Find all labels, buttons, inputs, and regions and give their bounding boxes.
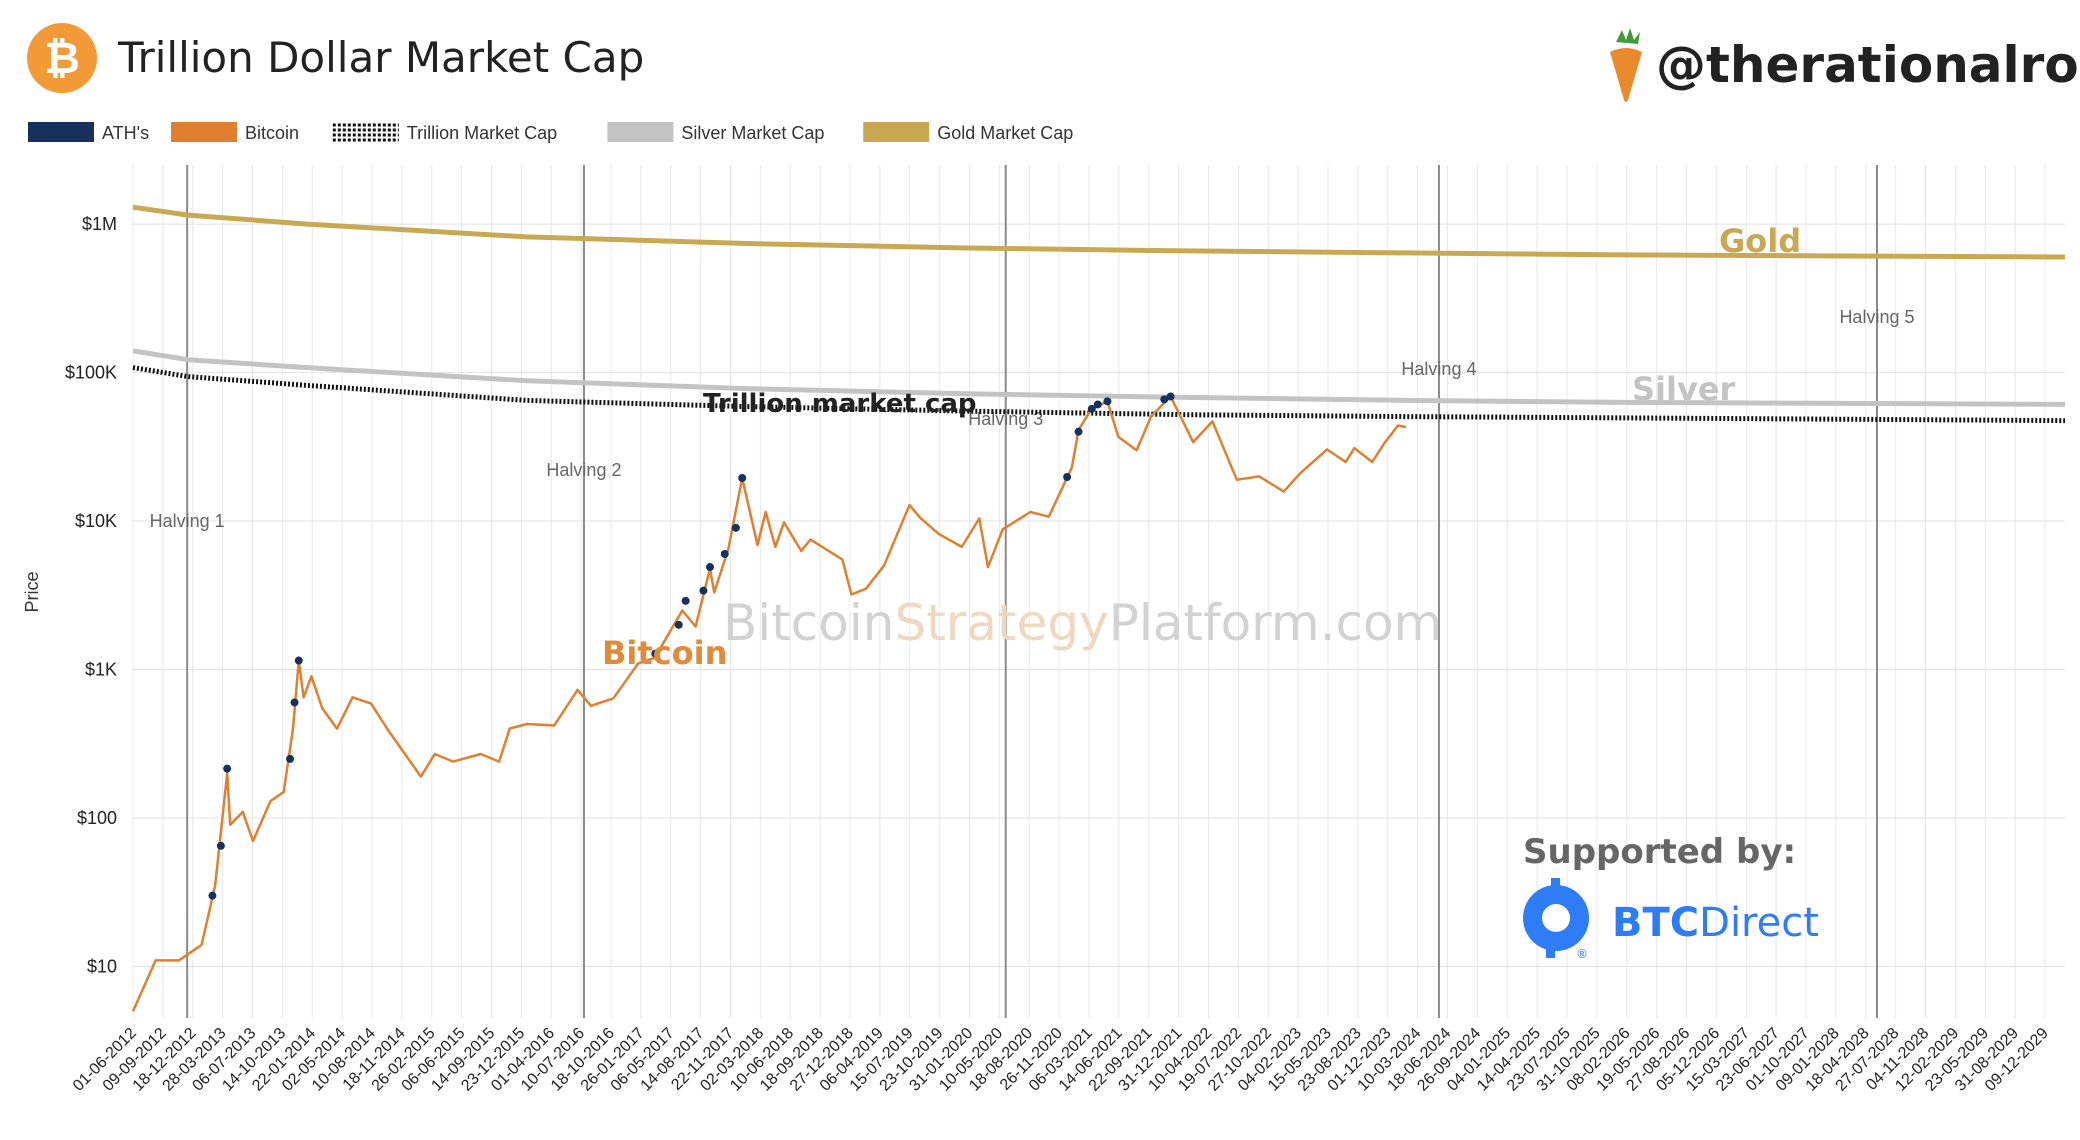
y-tick-label: $10 <box>87 957 117 977</box>
silver-series-label: Silver <box>1632 370 1736 408</box>
series-layer <box>131 204 2066 1012</box>
legend-item-gold-market-cap[interactable]: Gold Market Cap <box>863 122 1073 143</box>
y-tick-label: $100K <box>65 363 117 383</box>
bitcoin-series-label: Bitcoin <box>602 634 727 672</box>
ath-point <box>216 841 225 850</box>
ath-point <box>1063 473 1072 482</box>
legend-swatch <box>332 122 399 142</box>
ath-point <box>674 620 683 629</box>
legend-label: Trillion Market Cap <box>407 123 557 143</box>
series-trillion-market-cap <box>132 365 2066 424</box>
legend-item-silver-market-cap[interactable]: Silver Market Cap <box>607 122 824 143</box>
watermark-part-2: Strategy <box>894 594 1108 652</box>
ath-point <box>720 549 729 558</box>
halving-label: Halving 4 <box>1401 359 1476 379</box>
ath-point <box>1160 395 1169 404</box>
ath-point <box>1074 427 1083 436</box>
legend-swatch <box>607 122 674 142</box>
ath-point <box>208 891 217 900</box>
y-axis: $10 $100 $1K $10K $100K $1M <box>65 214 117 976</box>
ath-point <box>290 698 299 707</box>
registered-mark: ® <box>1576 947 1588 961</box>
btcdirect-logo-icon <box>1523 878 1589 958</box>
legend-item-bitcoin[interactable]: Bitcoin <box>171 122 299 143</box>
ath-point <box>1103 397 1112 406</box>
legend-swatch <box>28 122 94 142</box>
y-tick-label: $1K <box>85 660 117 680</box>
ath-point <box>738 473 747 482</box>
watermark: BitcoinStrategyPlatform.com <box>723 594 1442 652</box>
legend-label: Gold Market Cap <box>937 123 1073 143</box>
legend-label: ATH's <box>102 123 149 143</box>
trillion-series-label: Trillion market cap <box>703 389 977 419</box>
y-tick-label: $10K <box>75 511 117 531</box>
x-axis: 01-06-201209-09-201218-12-201228-03-2013… <box>70 1025 2052 1095</box>
gold-series-label: Gold <box>1719 222 1801 260</box>
btcdirect-light: Direct <box>1699 900 1819 946</box>
ath-point <box>294 656 303 665</box>
ath-point <box>651 649 660 658</box>
ath-point <box>1166 392 1175 401</box>
y-axis-label: Price <box>22 571 42 612</box>
author-handle: @therationalroot <box>1656 36 2080 94</box>
grid <box>132 165 2065 1018</box>
legend-swatch <box>171 122 237 142</box>
ath-point <box>699 586 708 595</box>
series-gold-market-cap <box>132 204 2066 260</box>
series-silver-market-cap <box>132 348 2066 407</box>
legend-item-trillion-market-cap[interactable]: Trillion Market Cap <box>332 122 557 143</box>
ath-point <box>286 754 295 763</box>
watermark-part-1: Bitcoin <box>723 594 894 652</box>
watermark-part-3: Platform.com <box>1109 594 1443 652</box>
ath-point <box>1087 404 1096 413</box>
ath-point <box>706 563 715 572</box>
carrot-icon <box>1610 28 1642 102</box>
halving-label: Halving 5 <box>1839 307 1914 327</box>
halving-label: Halving 2 <box>546 460 621 480</box>
legend: ATH's Bitcoin Trillion Market Cap Silver Ma… <box>28 122 1073 143</box>
svg-text:₿: ₿ <box>44 33 80 84</box>
btcdirect-bold: BTC <box>1612 900 1699 946</box>
btcdirect-wordmark: BTCDirect <box>1612 900 1819 946</box>
legend-label: Bitcoin <box>245 123 299 143</box>
supported-by-label: Supported by: <box>1523 832 1796 872</box>
y-tick-label: $100 <box>77 808 117 828</box>
halving-label: Halving 1 <box>150 511 225 531</box>
ath-point <box>731 523 740 532</box>
bitcoin-logo-icon: ₿ <box>27 23 97 93</box>
y-tick-label: $1M <box>82 214 117 234</box>
legend-swatch <box>863 122 930 142</box>
legend-item-ath-s[interactable]: ATH's <box>28 122 149 143</box>
ath-point <box>681 596 690 605</box>
series-bitcoin <box>131 395 1407 1012</box>
ath-point <box>223 764 232 773</box>
chart-title: Trillion Dollar Market Cap <box>117 33 644 82</box>
legend-label: Silver Market Cap <box>681 123 824 143</box>
ath-point <box>1093 400 1102 409</box>
